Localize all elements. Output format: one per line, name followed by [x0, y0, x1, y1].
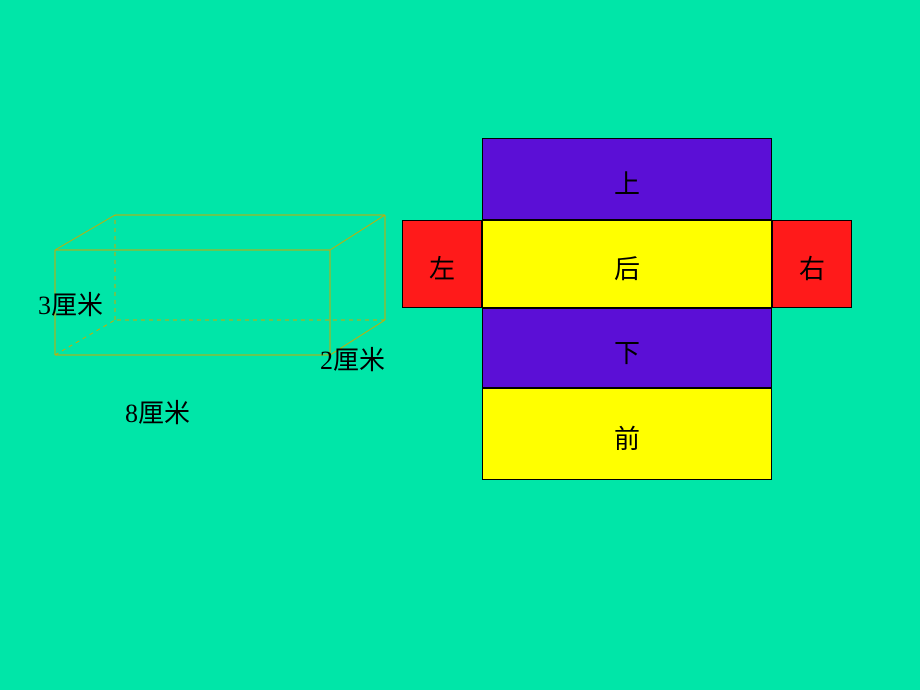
diagram-canvas: 3厘米 2厘米 8厘米 上左后右下前	[0, 0, 920, 690]
cuboid-wireframe	[0, 0, 920, 690]
net-face-label-back: 后	[482, 249, 772, 286]
net-face-label-top: 上	[482, 164, 772, 201]
net-face-label-left: 左	[402, 249, 482, 286]
dim-width-label: 8厘米	[125, 393, 190, 430]
dim-depth-label: 2厘米	[320, 340, 385, 377]
net-face-label-front: 前	[482, 419, 772, 456]
dim-height-label: 3厘米	[38, 285, 103, 322]
net-face-label-right: 右	[772, 249, 852, 286]
net-face-label-bottom: 下	[482, 333, 772, 370]
